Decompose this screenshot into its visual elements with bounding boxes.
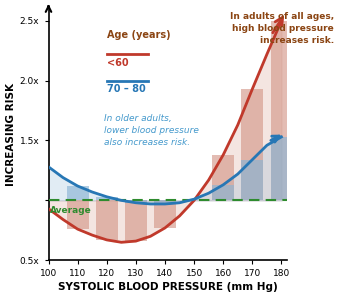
Bar	[125, 200, 147, 203]
Bar	[154, 200, 176, 228]
Bar	[270, 21, 292, 200]
Text: Average: Average	[50, 206, 92, 215]
Bar	[67, 200, 89, 229]
Text: In adults of all ages,
high blood pressure
increases risk.: In adults of all ages, high blood pressu…	[230, 12, 334, 45]
X-axis label: SYSTOLIC BLOOD PRESSURE (mm Hg): SYSTOLIC BLOOD PRESSURE (mm Hg)	[58, 283, 278, 292]
Bar	[67, 186, 89, 200]
Bar	[241, 89, 263, 200]
Bar	[270, 137, 292, 200]
Bar	[241, 160, 263, 200]
Text: In older adults,
lower blood pressure
also increases risk.: In older adults, lower blood pressure al…	[104, 114, 199, 147]
Bar	[212, 155, 234, 200]
Bar	[212, 185, 234, 200]
Text: Age (years): Age (years)	[107, 30, 170, 40]
Bar	[96, 200, 118, 240]
Bar	[154, 200, 176, 204]
Text: <60: <60	[107, 58, 128, 68]
Bar	[183, 199, 205, 200]
Bar	[125, 200, 147, 241]
Bar	[96, 197, 118, 200]
Y-axis label: INCREASING RISK: INCREASING RISK	[6, 83, 16, 186]
Text: 70 – 80: 70 – 80	[107, 84, 146, 94]
